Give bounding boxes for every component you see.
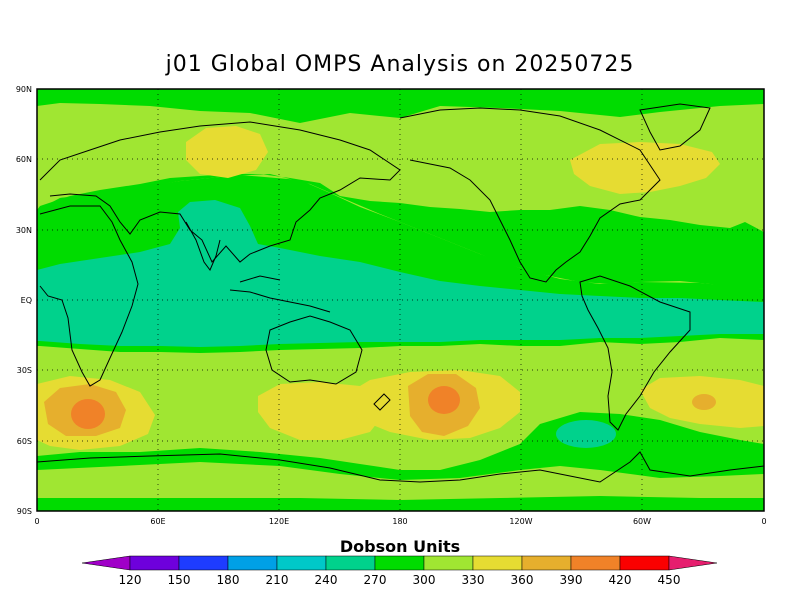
lat-label-90n: 90N — [16, 85, 32, 94]
lat-label-60s: 60S — [17, 437, 32, 446]
lat-label-eq: EQ — [21, 296, 32, 305]
field-region-360-siberia — [186, 126, 268, 178]
colorbar-tick-label: 360 — [511, 573, 534, 587]
colorbar-segment — [374, 555, 425, 571]
colorbar-tick-label: 450 — [658, 573, 681, 587]
colorbar-segment — [129, 555, 180, 571]
colorbar-tick-label: 210 — [266, 573, 289, 587]
coastline-greenland — [639, 103, 711, 151]
colorbar-arrow-high — [668, 555, 718, 571]
lat-label-30s: 30S — [17, 366, 32, 375]
coastlines — [37, 103, 764, 483]
colorbar-segment — [276, 555, 327, 571]
lat-label-90s: 90S — [17, 507, 32, 516]
lat-label-60n: 60N — [16, 155, 32, 164]
colorbar-segment — [178, 555, 229, 571]
colorbar-tick-label: 330 — [462, 573, 485, 587]
longitude-labels: 0 60E 120E 180 120W 60W 0 — [34, 517, 766, 526]
lon-label-180: 180 — [392, 517, 407, 526]
colorbar: 120 150 180 210 240 270 300 330 360 390 420 450 — [81, 555, 718, 587]
colorbar-segment — [227, 555, 278, 571]
colorbar-segment — [423, 555, 474, 571]
colorbar-arrow-low — [81, 555, 131, 571]
colorbar-segment — [325, 555, 376, 571]
field-region-300-north — [37, 174, 764, 289]
colorbar-tick-label: 270 — [364, 573, 387, 587]
field-region-420-pacific — [428, 386, 460, 414]
field-region-390-small — [692, 394, 716, 410]
colorbar-segment — [472, 555, 523, 571]
colorbar-tick-label: 150 — [168, 573, 191, 587]
coastline-indonesia — [229, 275, 331, 313]
lon-label-0-left: 0 — [34, 517, 39, 526]
coastline-eurasia — [39, 121, 401, 263]
lon-label-60w: 60W — [633, 517, 651, 526]
field-region-420-atlantic — [71, 399, 105, 429]
graticule — [37, 89, 764, 511]
colorbar-segment — [521, 555, 572, 571]
colorbar-tick-label: 240 — [315, 573, 338, 587]
field-region-270-tropics — [37, 200, 764, 347]
colorbar-tick-label: 300 — [413, 573, 436, 587]
map-frame — [36, 88, 765, 512]
lat-label-30n: 30N — [16, 226, 32, 235]
figure-title: j01 Global OMPS Analysis on 20250725 — [165, 52, 635, 77]
field-region-360-greenland — [570, 142, 720, 194]
field-region-300-arctic — [37, 89, 764, 123]
colorbar-title: Dobson Units — [339, 537, 461, 556]
colorbar-segment — [619, 555, 670, 571]
ozone-field — [37, 89, 764, 511]
colorbar-tick-label: 180 — [217, 573, 240, 587]
lon-label-60e: 60E — [150, 517, 165, 526]
field-region-270-drake — [556, 420, 616, 448]
colorbar-segment — [570, 555, 621, 571]
lon-label-120e: 120E — [269, 517, 289, 526]
latitude-labels: 90N 60N 30N EQ 30S 60S 90S — [16, 85, 32, 516]
coastline-india — [185, 221, 221, 271]
colorbar-tick-label: 120 — [119, 573, 142, 587]
colorbar-tick-label: 390 — [560, 573, 583, 587]
lon-label-0-right: 0 — [761, 517, 766, 526]
coastline-africa — [39, 205, 139, 387]
lon-label-120w: 120W — [509, 517, 532, 526]
coastline-new-zealand — [373, 393, 391, 411]
colorbar-tick-label: 420 — [609, 573, 632, 587]
coastline-antarctica — [37, 451, 764, 483]
coastline-north-america — [399, 107, 661, 283]
coastline-south-america — [579, 275, 691, 431]
